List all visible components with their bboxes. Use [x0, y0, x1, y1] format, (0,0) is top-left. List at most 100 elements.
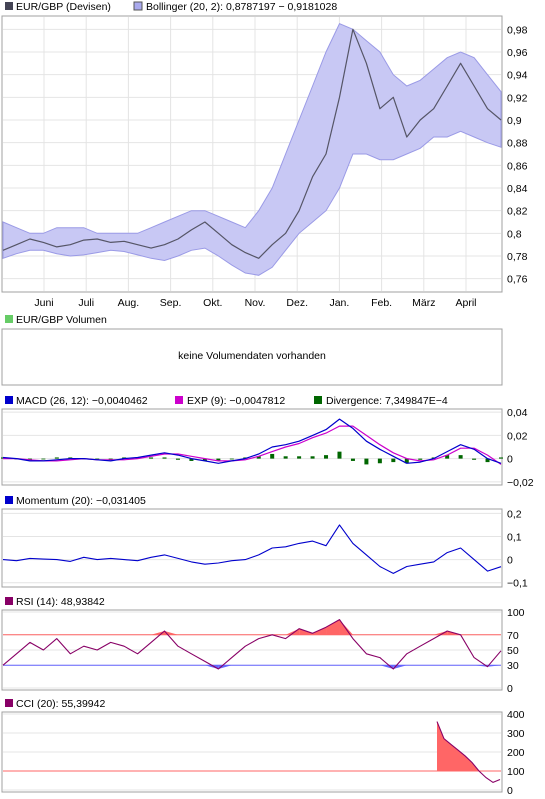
price-legend-swatch [5, 2, 13, 10]
momentum-frame [1, 508, 503, 588]
y-tick-label: 0,98 [507, 24, 528, 36]
rsi-grid [3, 611, 501, 689]
rsi-oversold-fill [204, 665, 219, 669]
rsi-overbought-fill [326, 619, 340, 635]
x-tick-label: März [412, 297, 435, 309]
x-tick-label: Aug. [118, 297, 140, 309]
y-tick-label: 0,9 [507, 115, 522, 127]
divergence-bar [216, 458, 221, 461]
macd-lines [2, 418, 502, 465]
y-tick-label: 0 [507, 785, 513, 797]
macd-frame [1, 408, 503, 486]
y-tick-label: 30 [507, 660, 519, 672]
divergence-bar [391, 458, 396, 463]
y-tick-label: 70 [507, 630, 519, 642]
volume-legend: EUR/GBP Volumen [16, 314, 107, 326]
volume-panel: EUR/GBP Volumen keine Volumendaten vorha… [1, 314, 503, 386]
x-tick-label: Nov. [245, 297, 266, 309]
rsi-panel: RSI (14): 48,93842 100 70 50 30 0 [1, 596, 525, 695]
bollinger-legend: Bollinger (20, 2): 0,8787197 − 0,9181028 [146, 1, 337, 13]
macd-y-axis: 0,04 0,02 0 −0,02 [507, 407, 534, 489]
divergence-bar [377, 458, 382, 464]
rsi-overbought-fill [433, 631, 448, 635]
rsi-oversold-fill [474, 665, 488, 667]
divergence-bar [418, 458, 423, 460]
exp-legend: EXP (9): −0,0047812 [187, 395, 285, 407]
y-tick-label: 0,78 [507, 251, 528, 263]
price-panel: EUR/GBP (Devisen) Bollinger (20, 2): 0,8… [1, 1, 528, 309]
macd-legend-swatch [5, 396, 13, 404]
divergence-bar [364, 458, 369, 465]
y-tick-label: 0,1 [507, 531, 522, 543]
bollinger-area [2, 23, 502, 276]
rsi-oversold-fill [393, 665, 407, 669]
momentum-line [2, 524, 502, 574]
y-tick-label: 0,84 [507, 183, 528, 195]
cci-frame [1, 711, 503, 793]
cci-overbought-fill [437, 721, 500, 771]
y-tick-label: −0,02 [507, 477, 534, 489]
momentum-legend: Momentum (20): −0,031405 [16, 495, 146, 507]
price-legend: EUR/GBP (Devisen) [16, 1, 111, 13]
divergence-bar [297, 456, 302, 459]
macd-series-line [2, 418, 502, 464]
divergence-bar [95, 458, 100, 460]
volume-frame [1, 328, 503, 386]
divergence-bar [337, 451, 342, 459]
y-tick-label: 0 [507, 454, 513, 466]
divergence-bar [404, 458, 409, 464]
x-tick-label: Juni [34, 297, 53, 309]
momentum-series-line [2, 524, 502, 574]
divergence-bar [485, 458, 490, 463]
x-tick-label: Feb. [371, 297, 392, 309]
y-tick-label: 0,92 [507, 92, 528, 104]
divergence-bar [472, 458, 477, 460]
rsi-overbought-fill [285, 628, 300, 635]
x-tick-label: Dez. [286, 297, 308, 309]
divergence-bar [41, 458, 46, 460]
y-tick-label: 100 [507, 607, 525, 619]
rsi-overbought-fill [164, 631, 178, 635]
price-line [2, 28, 502, 259]
cci-legend-swatch [5, 699, 13, 707]
y-tick-label: 100 [507, 766, 525, 778]
divergence-bar [445, 455, 450, 459]
y-tick-label: 0,82 [507, 206, 528, 218]
divergence-bar [149, 457, 154, 459]
y-tick-label: 0,8 [507, 228, 522, 240]
bollinger-legend-swatch [133, 1, 143, 11]
price-x-axis: Juni Juli Aug. Sep. Okt. Nov. Dez. Jan. Feb. März… [34, 297, 476, 309]
divergence-bar [162, 457, 167, 459]
cci-fill [437, 721, 500, 771]
y-tick-label: 200 [507, 747, 525, 759]
macd-grid [3, 411, 501, 483]
y-tick-label: 0,86 [507, 160, 528, 172]
y-tick-label: 0,2 [507, 508, 522, 520]
cci-y-axis: 400 300 200 100 0 [507, 709, 525, 797]
volume-empty-message: keine Volumendaten vorhanden [178, 350, 326, 362]
divergence-bar [175, 458, 180, 460]
price-y-axis: 0,76 0,78 0,8 0,82 0,84 0,86 0,88 0,9 0,92 0,94 0,… [507, 24, 528, 285]
divergence-bar [310, 456, 315, 459]
divergence-bar [499, 457, 503, 459]
momentum-legend-swatch [5, 496, 13, 504]
divergence-bar [283, 456, 288, 459]
cci-legend: CCI (20): 55,39942 [16, 698, 105, 710]
y-tick-label: 0,02 [507, 430, 528, 442]
macd-legend: MACD (26, 12): −0,0040462 [16, 395, 148, 407]
rsi-legend-swatch [5, 597, 13, 605]
y-tick-label: 0 [507, 555, 513, 567]
x-tick-label: Okt. [203, 297, 222, 309]
bollinger-band [2, 23, 502, 276]
macd-panel: MACD (26, 12): −0,0040462 EXP (9): −0,00… [1, 395, 534, 489]
divergence-bar [108, 458, 113, 460]
divergence-bars [1, 451, 503, 465]
y-tick-label: −0,1 [507, 578, 528, 590]
rsi-line [2, 619, 502, 670]
price-series-line [2, 28, 502, 259]
cci-line [436, 721, 501, 784]
y-tick-label: 400 [507, 709, 525, 721]
divergence-bar [202, 458, 207, 461]
divergence-legend: Divergence: 7,349847E−4 [326, 395, 448, 407]
